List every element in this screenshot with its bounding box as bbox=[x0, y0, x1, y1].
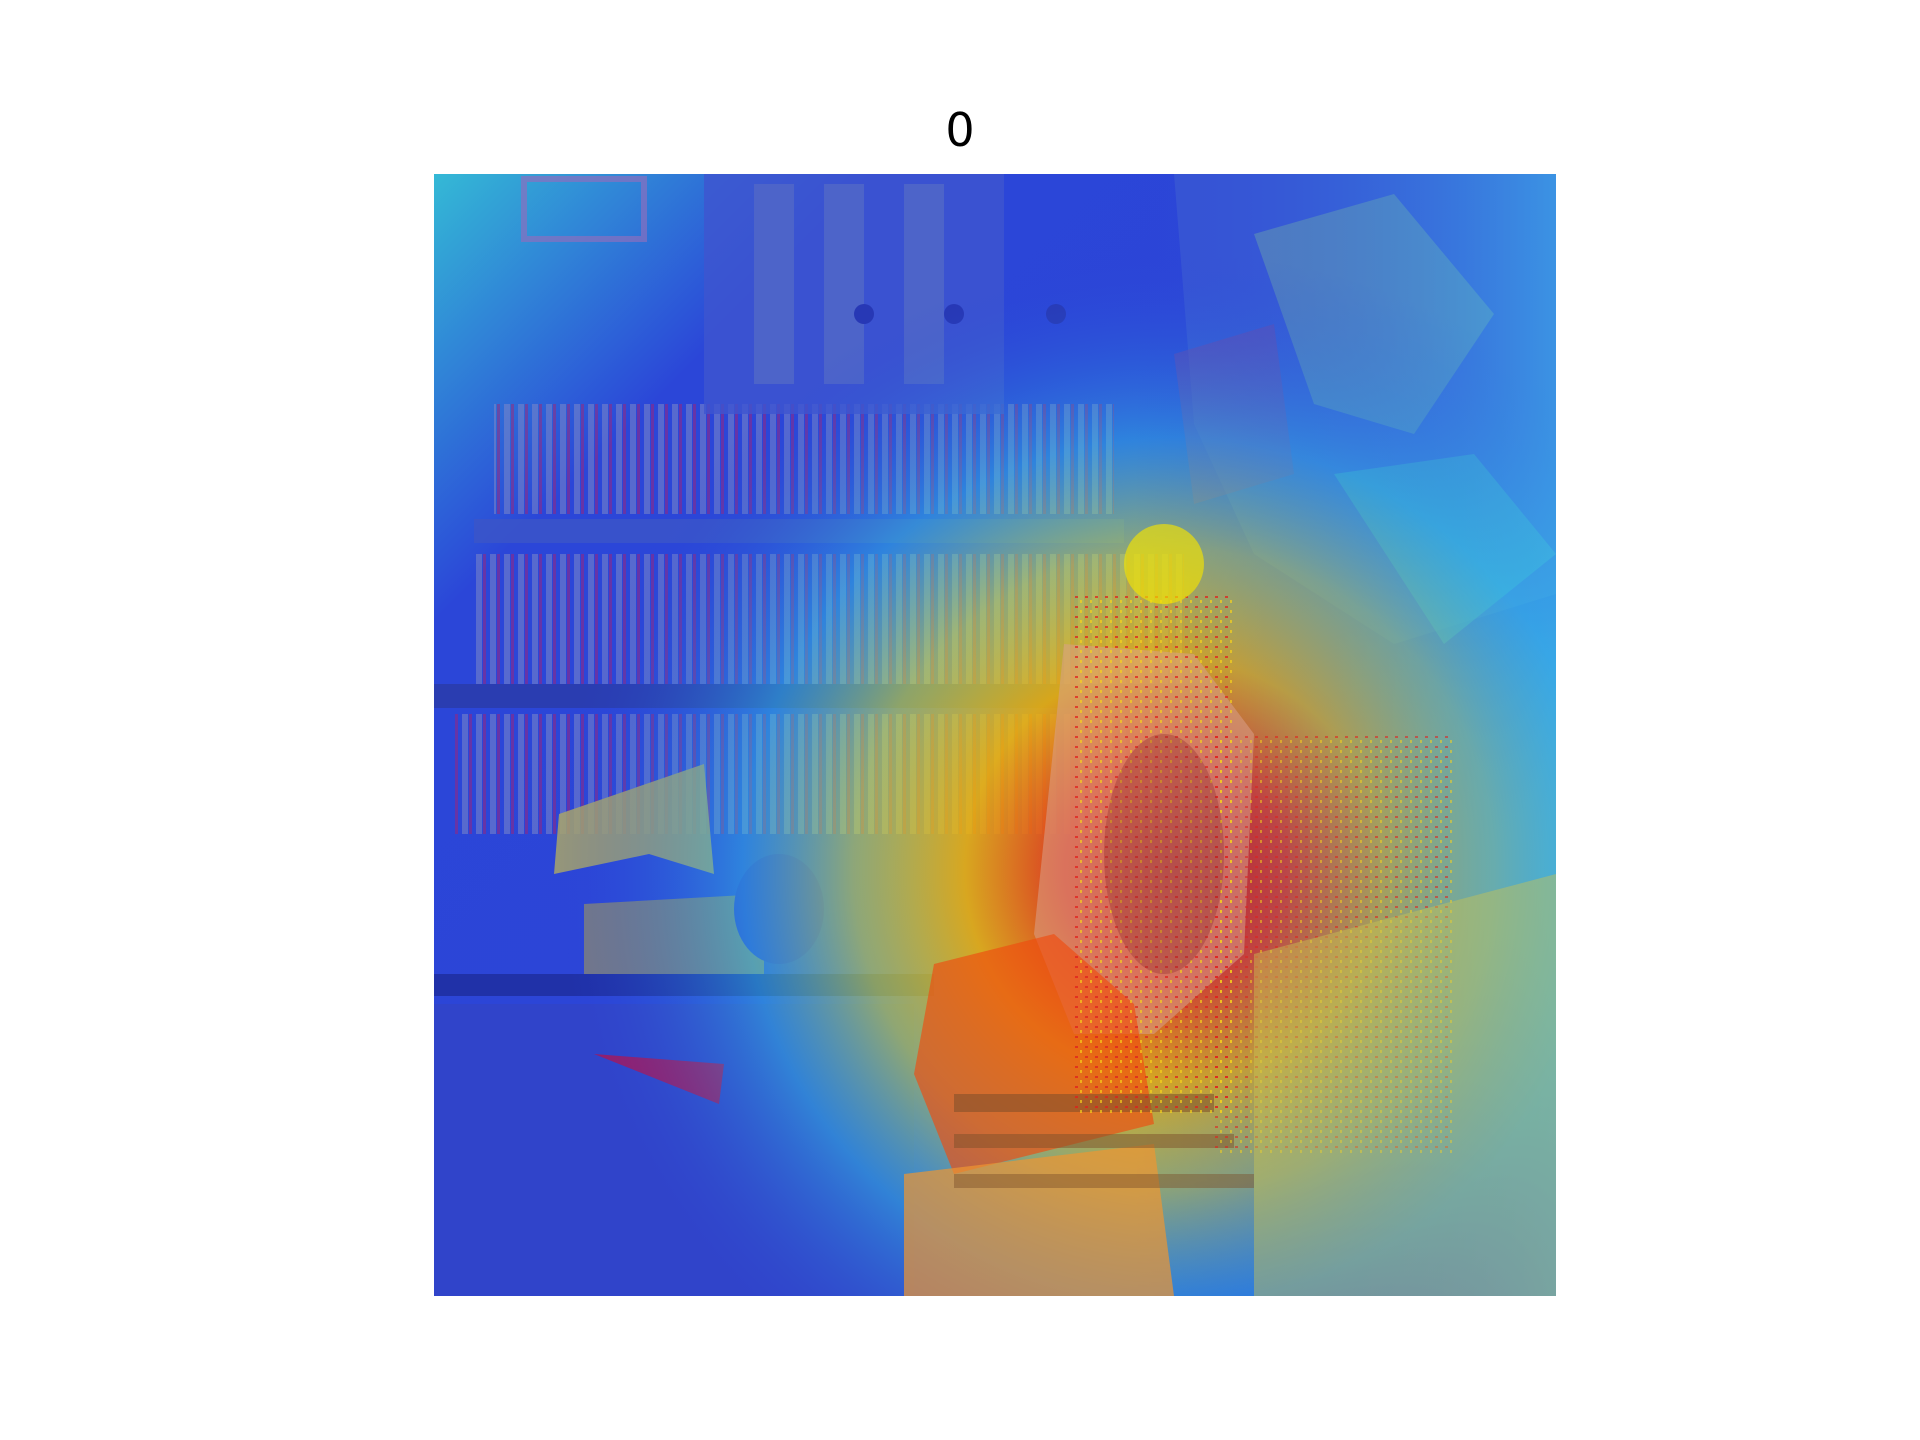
heatmap-overlay-image bbox=[434, 174, 1556, 1296]
hot-object bbox=[904, 524, 1454, 1296]
lower-right-region bbox=[1254, 874, 1556, 1296]
figure-title: 0 bbox=[945, 103, 975, 157]
heatmap-overlay-svg bbox=[434, 174, 1556, 1296]
